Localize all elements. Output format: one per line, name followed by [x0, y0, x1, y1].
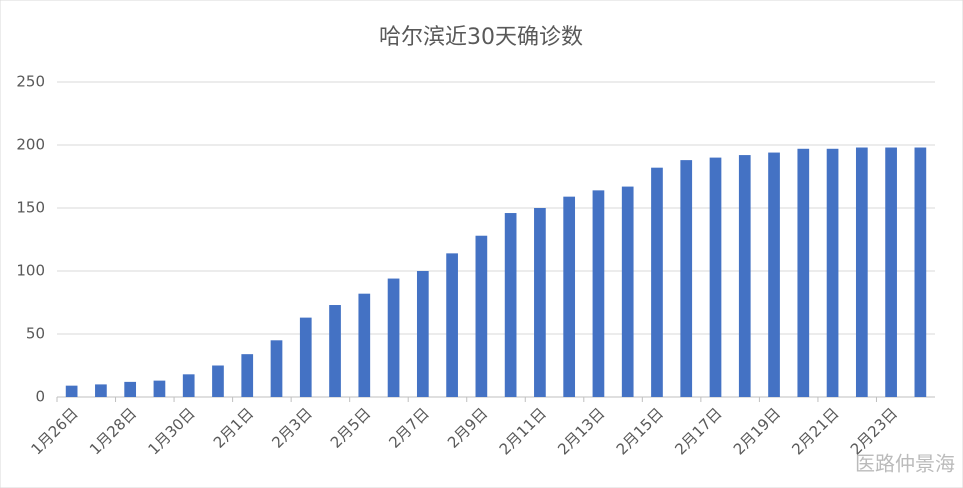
bar: [270, 340, 283, 397]
y-tick-label: 150: [16, 199, 45, 217]
bar: [241, 354, 254, 397]
bar: [534, 208, 546, 397]
bar: [358, 293, 371, 397]
bar: [680, 160, 693, 397]
bar: [651, 167, 663, 397]
bar: [182, 374, 195, 397]
y-tick-label: 0: [35, 388, 45, 406]
bar: [709, 157, 722, 397]
bar: [95, 384, 107, 397]
bar: [153, 380, 166, 397]
chart-title: 哈尔滨近30天确诊数: [379, 25, 583, 50]
bar: [504, 213, 517, 397]
bar: [855, 147, 868, 397]
y-tick-label: 50: [26, 325, 45, 343]
watermark: 医路仲景海: [855, 452, 955, 476]
bar: [738, 155, 751, 397]
bar: [475, 235, 488, 397]
bar: [914, 147, 927, 397]
y-tick-label: 250: [16, 73, 45, 91]
bar: [797, 148, 810, 397]
bar: [212, 365, 224, 397]
bar: [416, 271, 429, 397]
bar: [621, 186, 634, 397]
bar: [885, 147, 897, 397]
bar: [592, 190, 605, 397]
bar: [299, 317, 312, 397]
bar: [387, 278, 400, 397]
bar: [826, 148, 839, 397]
bar: [329, 305, 341, 397]
bar: [768, 152, 780, 397]
y-tick-label: 100: [16, 262, 45, 280]
bar: [65, 385, 78, 397]
bar: [124, 381, 137, 397]
bar: [446, 253, 458, 397]
y-tick-label: 200: [16, 136, 45, 154]
bar: [563, 196, 576, 397]
